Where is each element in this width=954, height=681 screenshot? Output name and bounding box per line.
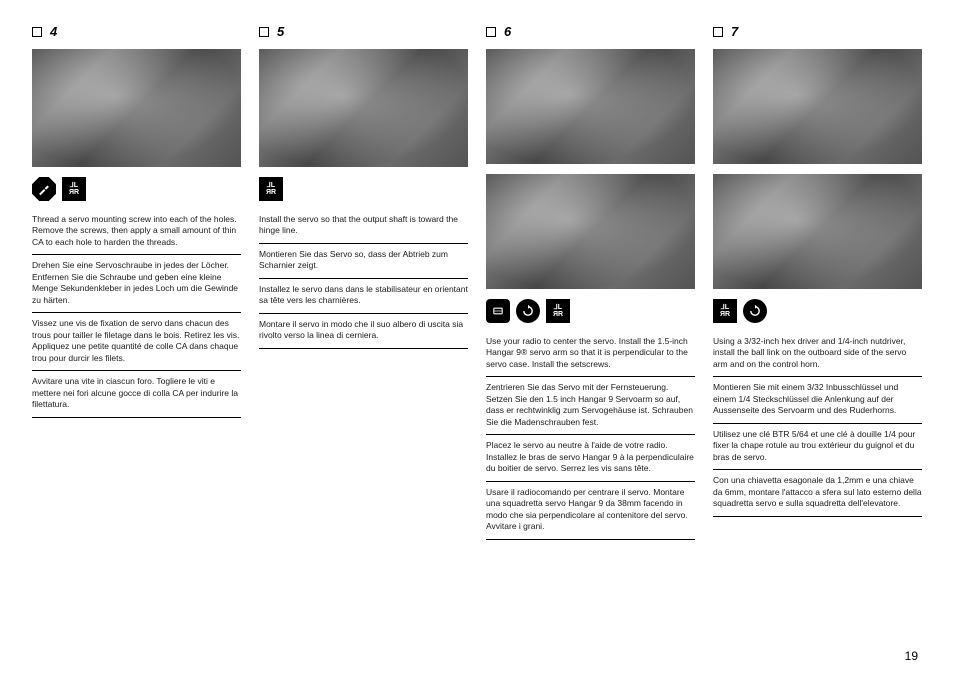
step-5-text-de: Montieren Sie das Servo so, dass der Abt…	[259, 244, 468, 279]
step-5-text-fr: Installez le servo dans dans le stabilis…	[259, 279, 468, 314]
step-5-column: 5 ⅃LЯR Install the servo so that the out…	[259, 24, 468, 540]
step-4-text-fr: Vissez une vis de fixation de servo dans…	[32, 313, 241, 371]
step-4-header: 4	[32, 24, 241, 39]
lr-mirror-icon: ⅃LЯR	[62, 177, 86, 201]
step-6-text-de: Zentrieren Sie das Servo mit der Fernste…	[486, 377, 695, 435]
step-5-header: 5	[259, 24, 468, 39]
step-4-text-it: Avvitare una vite in ciascun foro. Togli…	[32, 371, 241, 417]
step-5-photo	[259, 49, 468, 167]
lr-mirror-icon: ⅃LЯR	[546, 299, 570, 323]
step-5-text-it: Montare il servo in modo che il suo albe…	[259, 314, 468, 349]
step-7-icons: ⅃LЯR	[713, 299, 922, 323]
step-5-text-en: Install the servo so that the output sha…	[259, 209, 468, 244]
step-4-photo	[32, 49, 241, 167]
page-columns: 4 ⅃LЯR Thread a servo mounting screw int…	[32, 24, 922, 540]
step-6-photo-2	[486, 174, 695, 289]
step-6-header: 6	[486, 24, 695, 39]
cycle-icon	[516, 299, 540, 323]
step-7-text-fr: Utilisez une clé BTR 5/64 et une clé à d…	[713, 424, 922, 470]
checkbox-icon	[32, 27, 42, 37]
checkbox-icon	[486, 27, 496, 37]
step-number: 5	[277, 24, 284, 39]
step-4-text-en: Thread a servo mounting screw into each …	[32, 209, 241, 255]
step-4-icons: ⅃LЯR	[32, 177, 241, 201]
step-4-column: 4 ⅃LЯR Thread a servo mounting screw int…	[32, 24, 241, 540]
step-7-header: 7	[713, 24, 922, 39]
step-number: 4	[50, 24, 57, 39]
step-7-text-it: Con una chiavetta esagonale da 1,2mm e u…	[713, 470, 922, 516]
step-7-text-de: Montieren Sie mit einem 3/32 Inbusschlüs…	[713, 377, 922, 423]
step-7-text-en: Using a 3/32-inch hex driver and 1/4-inc…	[713, 331, 922, 377]
step-5-icons: ⅃LЯR	[259, 177, 468, 201]
step-4-text-de: Drehen Sie eine Servoschraube in jedes d…	[32, 255, 241, 313]
step-number: 6	[504, 24, 511, 39]
step-7-photo-2	[713, 174, 922, 289]
checkbox-icon	[259, 27, 269, 37]
cycle-icon	[743, 299, 767, 323]
step-6-column: 6 ⅃LЯR Use your radio to center the serv…	[486, 24, 695, 540]
checkbox-icon	[713, 27, 723, 37]
lr-mirror-icon: ⅃LЯR	[713, 299, 737, 323]
step-6-icons: ⅃LЯR	[486, 299, 695, 323]
page-number: 19	[905, 649, 918, 663]
box-icon	[486, 299, 510, 323]
step-7-column: 7 ⅃LЯR Using a 3/32-inch hex driver and …	[713, 24, 922, 540]
step-6-text-it: Usare il radiocomando per centrare il se…	[486, 482, 695, 540]
lr-mirror-icon: ⅃LЯR	[259, 177, 283, 201]
step-6-text-fr: Placez le servo au neutre à l'aide de vo…	[486, 435, 695, 481]
step-6-photo-1	[486, 49, 695, 164]
step-number: 7	[731, 24, 738, 39]
step-7-photo-1	[713, 49, 922, 164]
step-6-text-en: Use your radio to center the servo. Inst…	[486, 331, 695, 377]
screwdriver-icon	[32, 177, 56, 201]
